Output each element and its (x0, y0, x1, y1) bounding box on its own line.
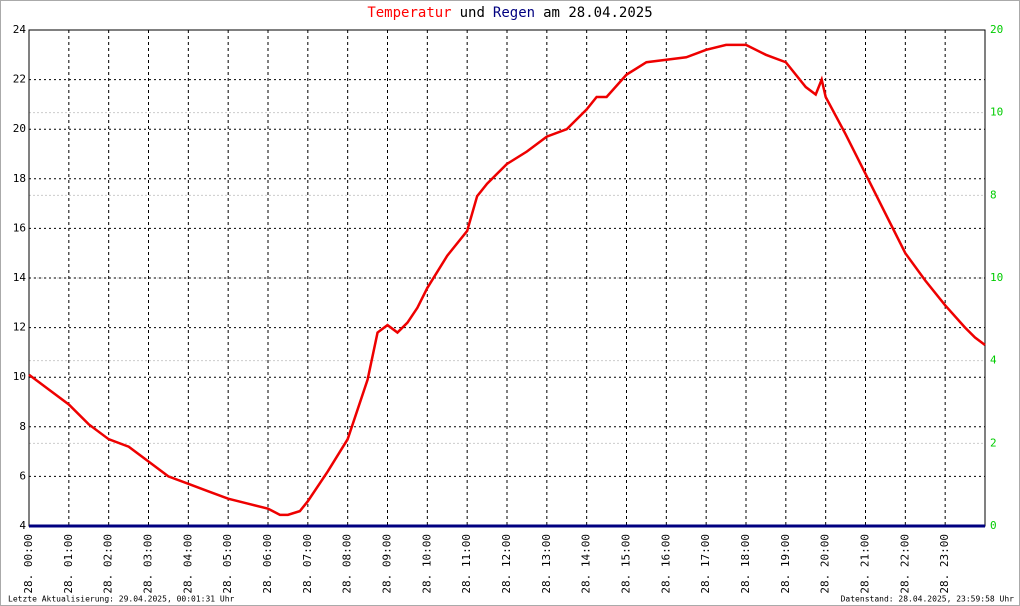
x-tick-label: 28. 02:00 (102, 534, 115, 594)
footer-right: Datenstand: 28.04.2025, 23:59:58 Uhr (841, 595, 1015, 604)
x-tick-label: 28. 20:00 (819, 534, 832, 594)
y-tick-label: 14 (13, 271, 27, 284)
x-tick-label: 28. 17:00 (699, 534, 712, 594)
y2-tick-label: 20 (990, 23, 1003, 36)
y-tick-label: 16 (13, 221, 26, 234)
y-tick-label: 24 (13, 23, 27, 36)
x-tick-label: 28. 08:00 (341, 534, 354, 594)
x-tick-label: 28. 06:00 (261, 534, 274, 594)
footer-left: Letzte Aktualisierung: 29.04.2025, 00:01… (8, 595, 235, 604)
x-tick-label: 28. 07:00 (301, 534, 314, 594)
y-tick-label: 12 (13, 321, 26, 334)
x-tick-label: 28. 18:00 (739, 534, 752, 594)
x-tick-label: 28. 04:00 (181, 534, 194, 594)
y-tick-label: 6 (19, 469, 26, 482)
x-tick-label: 28. 05:00 (221, 534, 234, 594)
title-part: Temperatur (367, 5, 451, 21)
y2-tick-label: 8 (990, 188, 997, 201)
x-tick-label: 28. 11:00 (460, 534, 473, 594)
x-tick-label: 28. 21:00 (859, 534, 872, 594)
y2-tick-label: 0 (990, 519, 997, 532)
x-tick-label: 28. 15:00 (620, 534, 633, 594)
y2-tick-label: 4 (990, 354, 997, 367)
x-tick-label: 28. 03:00 (142, 534, 155, 594)
y-tick-label: 10 (13, 370, 26, 383)
y-tick-label: 20 (13, 122, 26, 135)
x-tick-label: 28. 12:00 (500, 534, 513, 594)
x-tick-label: 28. 01:00 (62, 534, 75, 594)
y-tick-label: 8 (19, 420, 26, 433)
x-tick-label: 28. 10:00 (420, 534, 433, 594)
y2-tick-label: 10 (990, 106, 1003, 119)
y2-tick-label: 2 (990, 436, 997, 449)
x-tick-label: 28. 00:00 (22, 534, 35, 594)
x-tick-label: 28. 23:00 (938, 534, 951, 594)
title-part: Regen (493, 5, 535, 21)
title-part: am 28.04.2025 (543, 5, 653, 21)
x-tick-label: 28. 22:00 (898, 534, 911, 594)
line-series (28, 43, 986, 517)
x-tick-label: 28. 13:00 (540, 534, 553, 594)
chart-title: Temperatur und Regen am 28.04.2025 (367, 5, 652, 21)
y-tick-label: 22 (13, 73, 26, 86)
x-tick-label: 28. 19:00 (779, 534, 792, 594)
x-tick-label: 28. 14:00 (580, 534, 593, 594)
x-tick-label: 28. 16:00 (659, 534, 672, 594)
y-tick-label: 4 (19, 519, 26, 532)
x-tick-label: 28. 09:00 (381, 534, 394, 594)
title-part: und (460, 5, 485, 21)
y-tick-label: 18 (13, 172, 26, 185)
y2-tick-label: 10 (990, 271, 1003, 284)
